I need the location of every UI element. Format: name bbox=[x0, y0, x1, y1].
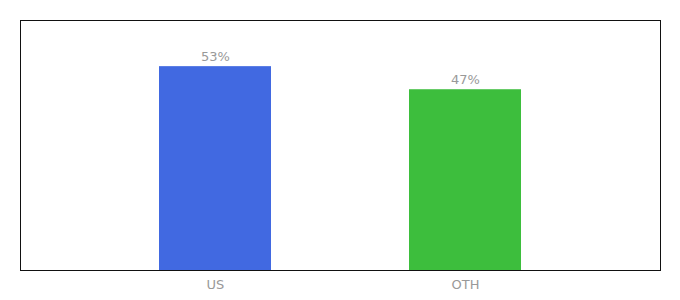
svg-text:US: US bbox=[207, 277, 225, 292]
svg-text:OTH: OTH bbox=[452, 277, 480, 292]
svg-text:47%: 47% bbox=[451, 72, 480, 87]
svg-text:53%: 53% bbox=[201, 49, 230, 64]
